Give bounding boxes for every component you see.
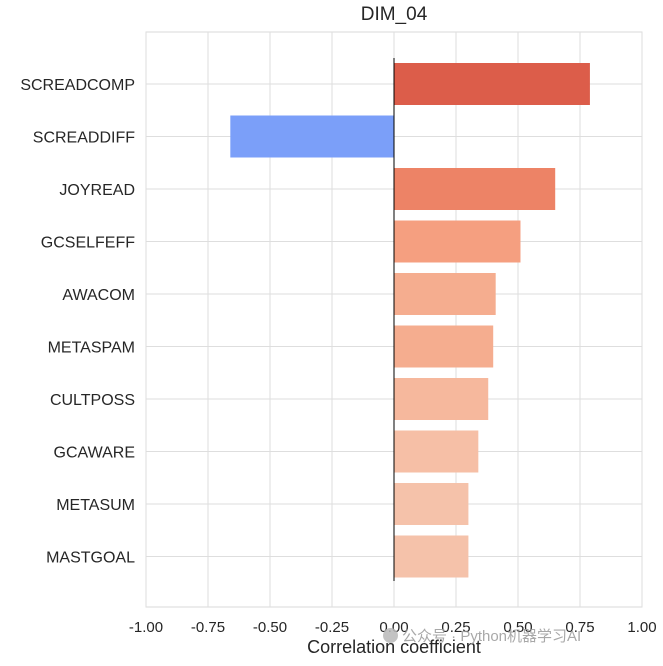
axes: -1.00 -0.75 -0.50 -0.25 0.00 0.25 0.50 0.75 1.00…	[20, 58, 657, 636]
chart-title: DIM_04	[360, 4, 428, 25]
bar-screaddiff	[230, 115, 394, 158]
x-tick-label: -0.25	[315, 619, 349, 636]
x-tick-label: 0.50	[503, 619, 532, 636]
x-axis-label: Correlation coefficient	[307, 637, 481, 657]
y-tick-label: SCREADDIFF	[33, 130, 135, 147]
y-tick-label: GCSELFEFF	[41, 235, 135, 252]
bar-gcaware	[394, 430, 479, 473]
y-tick-label: METASPAM	[48, 340, 135, 357]
y-tick-label: SCREADCOMP	[20, 77, 135, 94]
bar-screadcomp	[394, 63, 590, 105]
x-tick-label: -0.75	[191, 619, 225, 636]
y-tick-label: GCAWARE	[54, 445, 135, 462]
bar-joyread	[394, 168, 556, 210]
y-tick-label: METASUM	[56, 497, 135, 514]
bar-awacom	[394, 273, 496, 315]
x-tick-label: 0.75	[565, 619, 594, 636]
bars	[230, 63, 590, 578]
y-tick-label: MASTGOAL	[46, 550, 135, 567]
x-tick-label: 1.00	[627, 619, 656, 636]
bar-gcselfeff	[394, 220, 521, 263]
x-tick-label: -1.00	[129, 619, 163, 636]
y-tick-label: AWACOM	[62, 287, 135, 304]
y-tick-label: CULTPOSS	[50, 392, 135, 409]
y-tick-label: JOYREAD	[59, 182, 135, 199]
bar-metaspam	[394, 325, 494, 368]
x-tick-label: -0.50	[253, 619, 287, 636]
bar-mastgoal	[394, 535, 469, 578]
watermark: 公众号 · Python机器学习AI	[383, 625, 581, 646]
bar-metasum	[394, 483, 469, 525]
bar-cultposs	[394, 378, 489, 420]
watermark-text: 公众号 · Python机器学习AI	[402, 628, 582, 645]
x-tick-label: 0.25	[441, 619, 470, 636]
wechat-icon	[383, 628, 398, 643]
